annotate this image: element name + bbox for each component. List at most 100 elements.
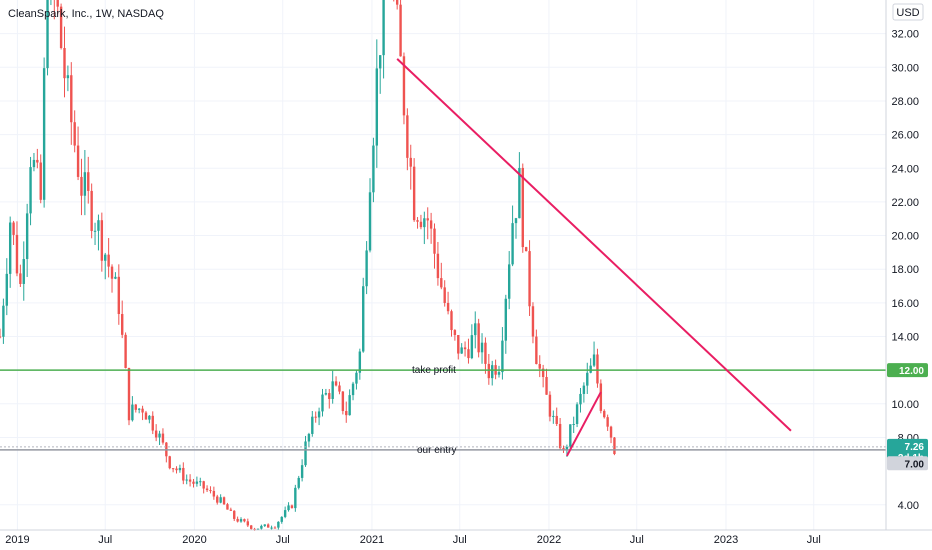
candle-body — [137, 408, 141, 410]
candle-body — [158, 433, 161, 438]
low-price-badge — [887, 456, 928, 471]
candle-body — [501, 340, 504, 373]
candle-body — [443, 287, 446, 303]
candle-body — [280, 516, 283, 522]
candle-body — [297, 477, 300, 488]
take-profit-annotation[interactable]: take profit — [412, 365, 456, 376]
candle-body — [97, 220, 100, 231]
candle-body — [83, 172, 87, 196]
candle-body — [457, 335, 460, 354]
our-entry-annotation[interactable]: our entry — [417, 445, 456, 456]
candle-body — [355, 372, 358, 384]
candle-body — [395, 0, 399, 5]
candle-body — [222, 497, 226, 505]
candle-body — [273, 527, 277, 529]
candle-body — [416, 220, 419, 222]
candle-body — [558, 423, 562, 449]
candle-body — [579, 393, 582, 405]
candle-body — [368, 192, 372, 251]
candle-body — [46, 0, 49, 69]
candle-body — [229, 509, 233, 511]
candle-body — [226, 504, 229, 510]
candle-body — [317, 411, 321, 418]
candle-body — [114, 276, 117, 279]
candle-body — [110, 266, 114, 279]
drawing-lines[interactable] — [0, 58, 886, 457]
candle-body — [474, 323, 477, 336]
candle-body — [263, 524, 266, 526]
candle-body — [121, 314, 124, 335]
x-tick-label: Jul — [276, 534, 290, 546]
candle-body — [497, 372, 501, 375]
candle-body — [480, 342, 484, 353]
y-tick-label: 32.00 — [891, 29, 919, 41]
candle-body — [134, 404, 137, 410]
candle-body — [287, 505, 290, 511]
y-tick-label: 20.00 — [891, 231, 919, 243]
candle-body — [375, 68, 379, 146]
candle-body — [599, 383, 603, 411]
candle-body — [511, 223, 514, 265]
candle-body — [73, 122, 76, 146]
candle-body — [202, 481, 205, 489]
candle-body — [514, 218, 518, 224]
currency-button[interactable]: USD — [892, 3, 924, 21]
candle-body — [199, 481, 202, 483]
candle-body — [460, 347, 463, 354]
candle-body — [463, 347, 467, 350]
candle-body — [491, 365, 494, 379]
candle-body — [575, 404, 579, 425]
last-price-text: 7.26 — [905, 442, 925, 453]
candle-body — [518, 167, 521, 219]
candle-body — [168, 456, 171, 469]
candle-body — [487, 363, 491, 379]
x-tick-label: 2021 — [360, 534, 384, 546]
candle-body — [266, 524, 270, 528]
candle-body — [90, 190, 93, 231]
candle-body — [440, 278, 443, 288]
y-tick-label: 16.00 — [891, 298, 919, 310]
candle-body — [467, 349, 470, 359]
candle-body — [182, 467, 185, 481]
candle-body — [592, 354, 596, 366]
descending-trendline[interactable] — [396, 58, 792, 432]
candle-body — [528, 251, 531, 307]
candle-body — [104, 254, 107, 261]
candle-body — [290, 505, 294, 509]
candle-body — [42, 68, 46, 200]
candle-body — [36, 159, 39, 163]
candle-body — [233, 510, 236, 519]
candle-body — [59, 6, 63, 49]
candle-body — [382, 0, 385, 56]
currency-button-frame[interactable] — [892, 3, 924, 21]
candle-body — [70, 75, 73, 123]
y-tick-label: 30.00 — [891, 62, 919, 74]
candle-body — [80, 176, 83, 196]
take-profit-price-badge — [887, 363, 928, 378]
candle-body — [236, 518, 239, 522]
candle-body — [22, 259, 25, 284]
candle-body — [362, 286, 365, 352]
rising-wedge-line[interactable] — [566, 391, 602, 457]
candle-body — [260, 525, 263, 529]
candle-body — [66, 75, 70, 79]
candle-body — [524, 247, 528, 252]
candle-body — [596, 354, 599, 384]
candle-body — [107, 254, 110, 267]
candle-body — [76, 145, 80, 177]
candle-body — [538, 364, 541, 369]
chart-title: CleanSpark, Inc., 1W, NASDAQ — [8, 8, 164, 20]
candle-body — [331, 381, 334, 399]
candle-body — [613, 437, 616, 455]
candle-body — [195, 481, 199, 484]
candle-body — [314, 416, 317, 418]
candle-body — [606, 417, 609, 427]
currency-button-label[interactable]: USD — [896, 7, 919, 19]
candle-body — [185, 479, 188, 481]
candle-body — [402, 56, 406, 116]
candle-body — [328, 393, 331, 399]
